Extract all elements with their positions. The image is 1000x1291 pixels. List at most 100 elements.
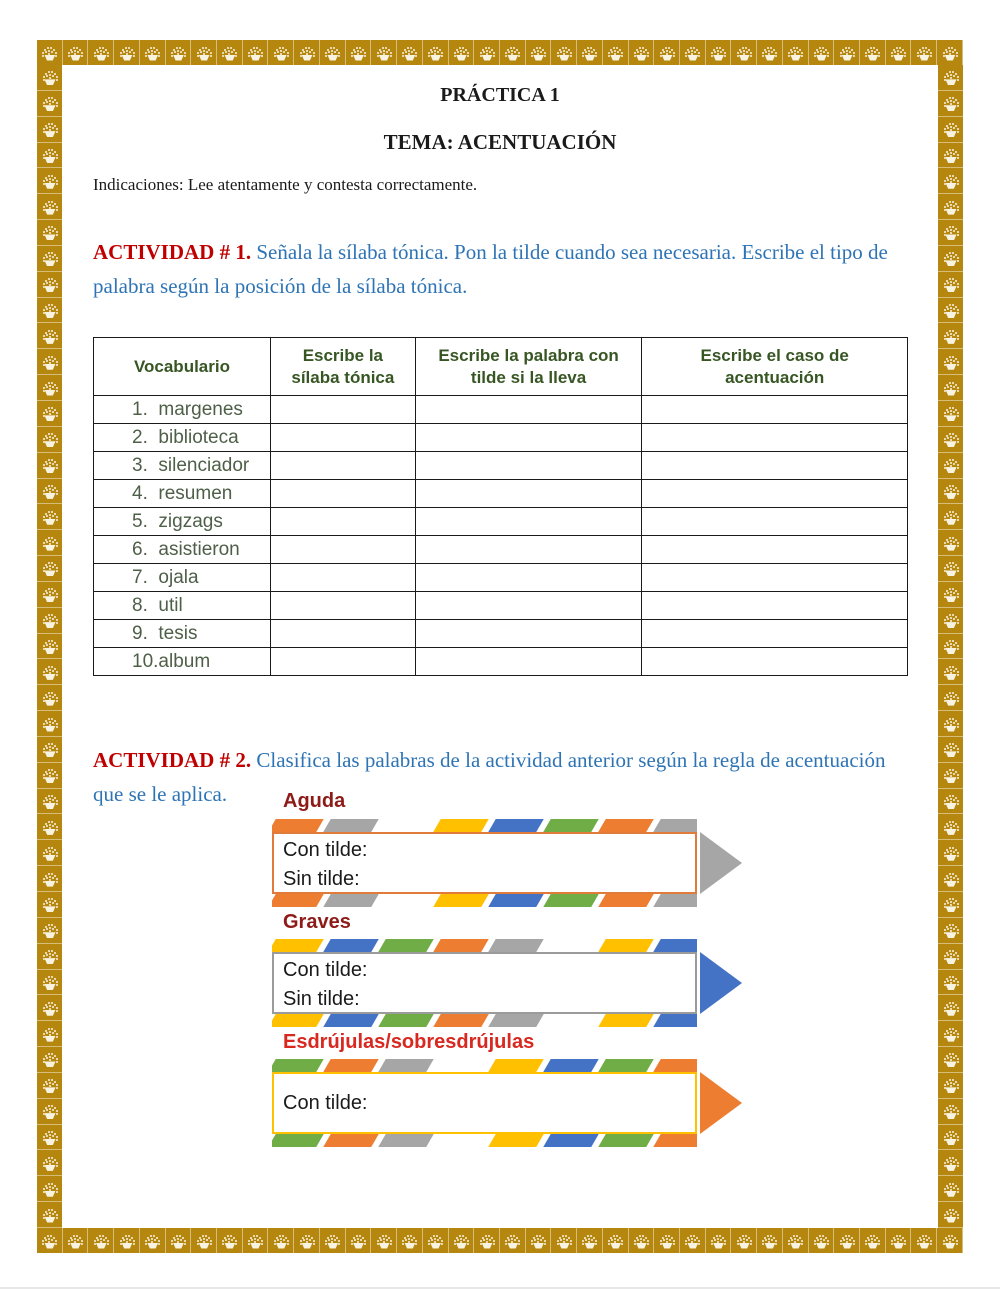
answer-cell-tilde[interactable]	[414, 591, 643, 620]
answer-cell-silaba[interactable]	[269, 507, 416, 536]
flower-basket-icon	[42, 1000, 58, 1016]
answer-cell-tilde[interactable]	[414, 451, 643, 480]
flower-basket-icon	[299, 45, 315, 61]
answer-cell-caso[interactable]	[641, 535, 908, 564]
answer-cell-silaba[interactable]	[269, 647, 416, 676]
answer-cell-tilde[interactable]	[414, 563, 643, 592]
stripe-segment	[488, 1014, 544, 1027]
flower-basket-icon	[350, 45, 366, 61]
border-tile	[397, 1228, 423, 1253]
column-header: Escribe el caso de acentuación	[641, 337, 908, 396]
border-tile	[37, 1099, 62, 1125]
answer-cell-silaba[interactable]	[269, 423, 416, 452]
border-tile	[346, 40, 372, 65]
stripe-segment	[543, 939, 599, 952]
answer-cell-caso[interactable]	[641, 619, 908, 648]
flower-basket-icon	[943, 535, 959, 551]
flower-basket-icon	[427, 1233, 443, 1249]
flower-basket-icon	[42, 741, 58, 757]
border-tile	[191, 40, 218, 65]
flower-basket-icon	[943, 560, 959, 576]
border-tile	[37, 65, 62, 91]
flower-basket-icon	[942, 1233, 958, 1249]
answer-cell-silaba[interactable]	[269, 395, 416, 424]
frame-border-bottom	[37, 1228, 963, 1253]
border-tile	[680, 1228, 706, 1253]
answer-cell-caso[interactable]	[641, 423, 908, 452]
answer-cell-silaba[interactable]	[269, 591, 416, 620]
answer-cell-caso[interactable]	[641, 563, 908, 592]
answer-cell-caso[interactable]	[641, 479, 908, 508]
border-tile	[37, 737, 62, 763]
border-tile	[37, 1047, 62, 1073]
flower-basket-icon	[42, 1207, 58, 1223]
vocab-word: 2. biblioteca	[93, 423, 271, 452]
answer-cell-silaba[interactable]	[269, 535, 416, 564]
border-tile	[938, 220, 963, 246]
stripe-segment	[653, 939, 697, 952]
flower-basket-icon	[42, 1051, 58, 1067]
stripe-segment	[378, 1059, 434, 1072]
border-tile	[294, 40, 320, 65]
answer-box-aguda[interactable]: Con tilde: Sin tilde:	[272, 832, 697, 894]
border-tile	[938, 659, 963, 686]
border-tile	[938, 323, 963, 350]
answer-cell-tilde[interactable]	[414, 535, 643, 564]
flower-basket-icon	[530, 45, 546, 61]
border-tile	[37, 427, 62, 453]
page-bottom-divider	[0, 1287, 1000, 1289]
answer-cell-caso[interactable]	[641, 591, 908, 620]
border-tile	[526, 40, 552, 65]
border-tile	[37, 91, 62, 117]
flower-basket-icon	[556, 1233, 572, 1249]
flower-basket-icon	[42, 354, 58, 370]
border-tile	[320, 40, 346, 65]
answer-cell-silaba[interactable]	[269, 563, 416, 592]
border-tile	[37, 168, 62, 195]
stripe-segment	[653, 1134, 697, 1147]
border-tile	[346, 1228, 372, 1253]
border-tile	[371, 1228, 398, 1253]
answer-cell-tilde[interactable]	[414, 647, 643, 676]
flower-basket-icon	[633, 45, 649, 61]
border-tile	[654, 1228, 680, 1253]
answer-cell-tilde[interactable]	[414, 507, 643, 536]
border-tile	[37, 556, 62, 582]
flower-basket-icon	[42, 1155, 58, 1171]
flower-basket-icon	[42, 664, 58, 680]
answer-cell-caso[interactable]	[641, 647, 908, 676]
vocab-row: 8. util	[93, 591, 908, 620]
flower-basket-icon	[943, 1207, 959, 1223]
answer-cell-silaba[interactable]	[269, 451, 416, 480]
flower-basket-icon	[42, 121, 58, 137]
vocab-word: 5. zigzags	[93, 507, 271, 536]
answer-cell-tilde[interactable]	[414, 423, 643, 452]
flower-basket-icon	[42, 767, 58, 783]
flower-basket-icon	[42, 871, 58, 887]
border-tile	[423, 40, 449, 65]
stripe-segment	[433, 819, 489, 832]
flower-basket-icon	[710, 45, 726, 61]
border-tile	[320, 1228, 346, 1253]
flower-basket-icon	[943, 276, 959, 292]
flower-basket-icon	[943, 1181, 959, 1197]
border-tile	[757, 1228, 783, 1253]
flower-basket-icon	[943, 845, 959, 861]
answer-cell-tilde[interactable]	[414, 395, 643, 424]
answer-cell-silaba[interactable]	[269, 479, 416, 508]
answer-cell-tilde[interactable]	[414, 619, 643, 648]
border-tile	[654, 40, 680, 65]
answer-box-esdr-julas-sobresdr-julas[interactable]: Con tilde:	[272, 1072, 697, 1134]
flower-basket-icon	[916, 45, 932, 61]
border-tile	[63, 40, 89, 65]
answer-box-graves[interactable]: Con tilde: Sin tilde:	[272, 952, 697, 1014]
answer-cell-caso[interactable]	[641, 451, 908, 480]
answer-cell-silaba[interactable]	[269, 619, 416, 648]
stripe-segment	[272, 894, 324, 907]
border-tile	[500, 40, 526, 65]
answer-cell-caso[interactable]	[641, 507, 908, 536]
flower-basket-icon	[943, 431, 959, 447]
flower-basket-icon	[42, 69, 58, 85]
answer-cell-caso[interactable]	[641, 395, 908, 424]
answer-cell-tilde[interactable]	[414, 479, 643, 508]
